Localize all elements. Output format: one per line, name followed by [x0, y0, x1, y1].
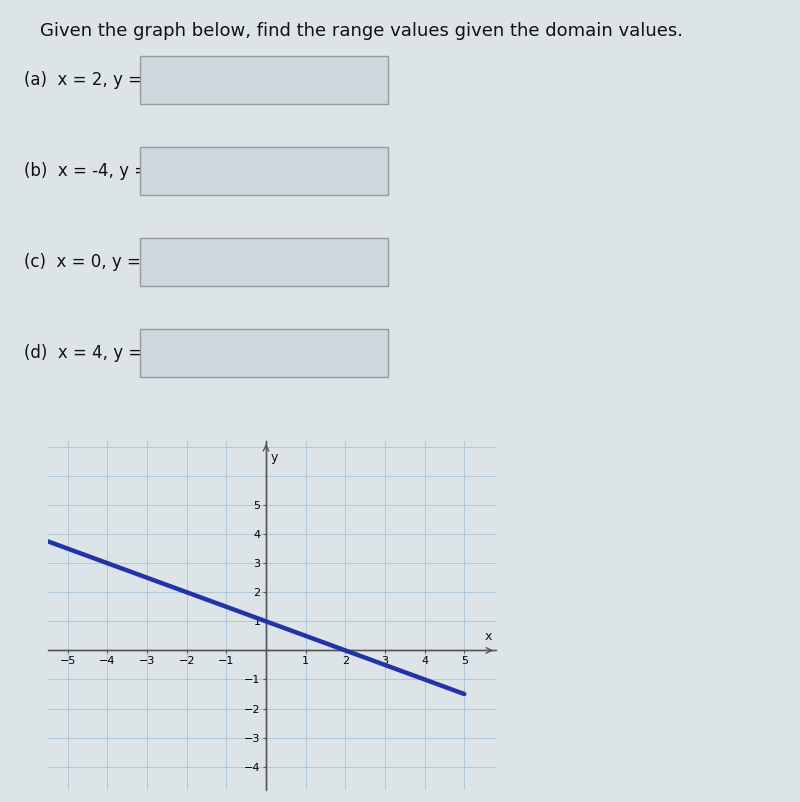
- FancyBboxPatch shape: [140, 329, 388, 377]
- Text: x: x: [485, 630, 492, 643]
- Text: (d)  x = 4, y =: (d) x = 4, y =: [24, 344, 142, 362]
- FancyBboxPatch shape: [140, 56, 388, 104]
- Text: (b)  x = -4, y =: (b) x = -4, y =: [24, 162, 148, 180]
- Text: (a)  x = 2, y =: (a) x = 2, y =: [24, 71, 142, 89]
- FancyBboxPatch shape: [140, 238, 388, 286]
- Text: (c)  x = 0, y =: (c) x = 0, y =: [24, 253, 141, 271]
- FancyBboxPatch shape: [140, 148, 388, 195]
- Text: Given the graph below, find the range values given the domain values.: Given the graph below, find the range va…: [40, 22, 683, 39]
- Text: y: y: [271, 452, 278, 464]
